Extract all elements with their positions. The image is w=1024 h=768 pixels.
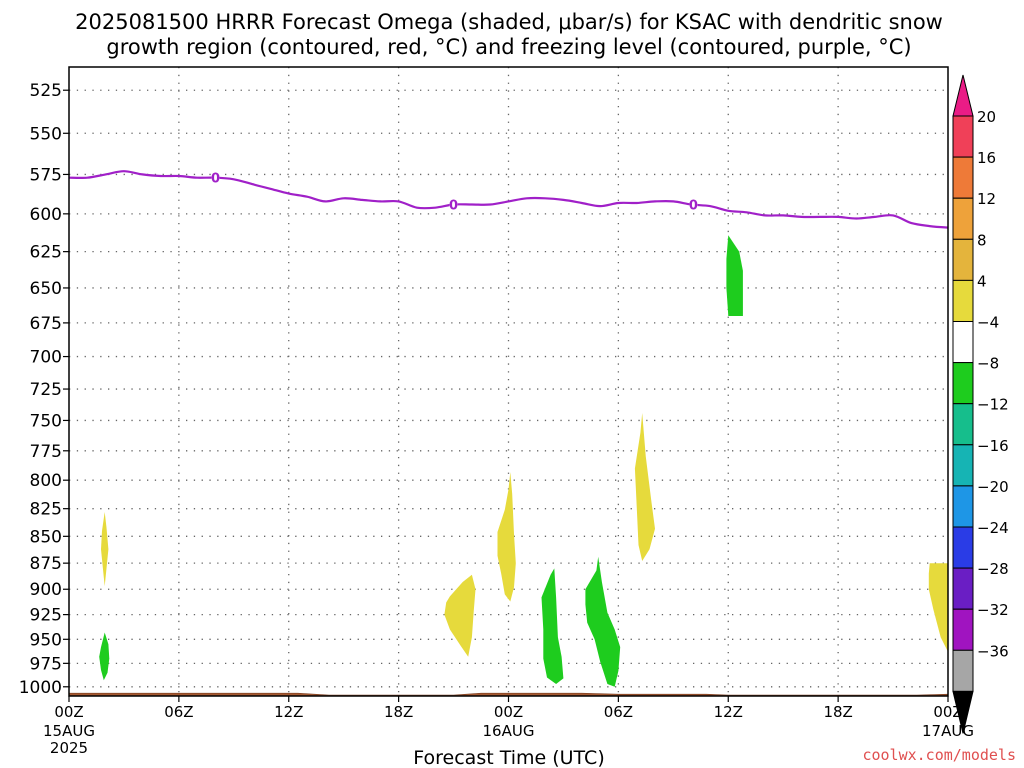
freezing-level-label: 0 (689, 199, 698, 214)
colorbar-label: −20 (977, 478, 1009, 496)
omega-area (541, 568, 564, 684)
x-tick-label: 06Z (164, 703, 193, 721)
y-tick-label: 575 (30, 165, 62, 185)
colorbar-swatch (952, 279, 974, 322)
contour-label-bg (689, 198, 698, 211)
colorbar-swatch (952, 485, 974, 528)
x-tick-label: 12Z (714, 703, 743, 721)
colorbar-label: −16 (977, 437, 1009, 455)
colorbar-label: −4 (977, 314, 999, 332)
x-tick-label: 06Z (604, 703, 633, 721)
colorbar-swatch (952, 403, 974, 446)
x-tick-date-label: 16AUG (483, 722, 535, 740)
omega-area (99, 632, 110, 681)
freezing-level-contour: 0 0 0 (69, 170, 948, 229)
y-tick-label: 875 (30, 554, 62, 574)
colorbar-swatch (952, 567, 974, 610)
colorbar-swatch (952, 444, 974, 487)
freezing-level-label: 0 (449, 199, 458, 214)
y-tick-label: 975 (30, 654, 62, 674)
y-tick-label: 825 (30, 500, 62, 520)
omega-area (497, 472, 516, 602)
y-tick-label: 675 (30, 314, 62, 334)
colorbar-swatch (952, 238, 974, 281)
y-tick-label: 750 (30, 411, 62, 431)
y-tick-label: 525 (30, 81, 62, 101)
colorbar-label: −32 (977, 601, 1009, 619)
grid-lines (69, 67, 948, 696)
colorbar-label: 12 (977, 190, 996, 208)
colorbar-swatch (952, 197, 974, 240)
colorbar-label: −28 (977, 560, 1009, 578)
colorbar-top-arrow (952, 74, 974, 117)
colorbar-label: −12 (977, 396, 1009, 414)
y-tick-label: 775 (30, 442, 62, 462)
chart-title: 2025081500 HRRR Forecast Omega (shaded, … (75, 10, 943, 59)
y-tick-label: 900 (30, 580, 62, 600)
colorbar-swatch (952, 649, 974, 692)
y-axis-ticks: 525 550 575 600 625 650 675 700 725 750 775 800 825 8… (19, 81, 69, 698)
y-tick-label: 700 (30, 348, 62, 368)
y-tick-label: 800 (30, 471, 62, 491)
omega-shading (99, 235, 948, 687)
omega-area (928, 563, 948, 652)
colorbar-label: 16 (977, 149, 996, 167)
title-line-2: growth region (contoured, red, °C) and f… (106, 35, 911, 59)
colorbar-swatch (952, 115, 974, 158)
y-tick-label: 950 (30, 630, 62, 650)
y-tick-label: 850 (30, 527, 62, 547)
colorbar-swatch (952, 608, 974, 651)
colorbar-swatch (952, 362, 974, 405)
y-tick-label: 600 (30, 205, 62, 225)
x-tick-label: 12Z (274, 703, 303, 721)
contour-label-bg (211, 171, 220, 184)
x-tick-date-label: 15AUG (43, 722, 95, 740)
colorbar-label: −8 (977, 355, 999, 373)
contour-label-bg (449, 198, 458, 211)
colorbar-swatch (952, 526, 974, 569)
colorbar-label: 4 (977, 272, 987, 290)
colorbar-label: −24 (977, 519, 1009, 537)
x-tick-date-label: 17AUG (922, 722, 974, 740)
y-tick-label: 1000 (19, 678, 62, 698)
colorbar: 20 16 12 8 4 −4 −8 −12 −16 −20 −24 −28 −32 −36 (952, 74, 1009, 734)
y-tick-label: 725 (30, 380, 62, 400)
omega-area (101, 512, 109, 587)
omega-area (585, 556, 621, 687)
x-tick-label: 00Z (933, 703, 962, 721)
y-tick-label: 925 (30, 606, 62, 626)
x-tick-label: 00Z (494, 703, 523, 721)
omega-area (634, 413, 655, 561)
y-tick-label: 550 (30, 124, 62, 144)
colorbar-swatch (952, 156, 974, 199)
x-tick-date-label: 2025 (50, 739, 88, 757)
colorbar-label: 20 (977, 108, 996, 126)
title-line-1: 2025081500 HRRR Forecast Omega (shaded, … (75, 10, 943, 34)
x-axis-label: Forecast Time (UTC) (413, 747, 604, 768)
omega-area (726, 235, 743, 316)
freezing-level-label: 0 (211, 172, 220, 187)
x-tick-label: 00Z (54, 703, 83, 721)
colorbar-label: 8 (977, 231, 987, 249)
omega-area (444, 574, 476, 657)
colorbar-swatch (952, 321, 974, 364)
colorbar-label: −36 (977, 642, 1009, 660)
freezing-level-line (69, 170, 948, 229)
credit-link[interactable]: coolwx.com/models (862, 746, 1016, 764)
y-tick-label: 625 (30, 243, 62, 263)
x-tick-label: 18Z (384, 703, 413, 721)
x-tick-label: 18Z (823, 703, 852, 721)
y-tick-label: 650 (30, 279, 62, 299)
colorbar-bottom-arrow (952, 690, 974, 734)
